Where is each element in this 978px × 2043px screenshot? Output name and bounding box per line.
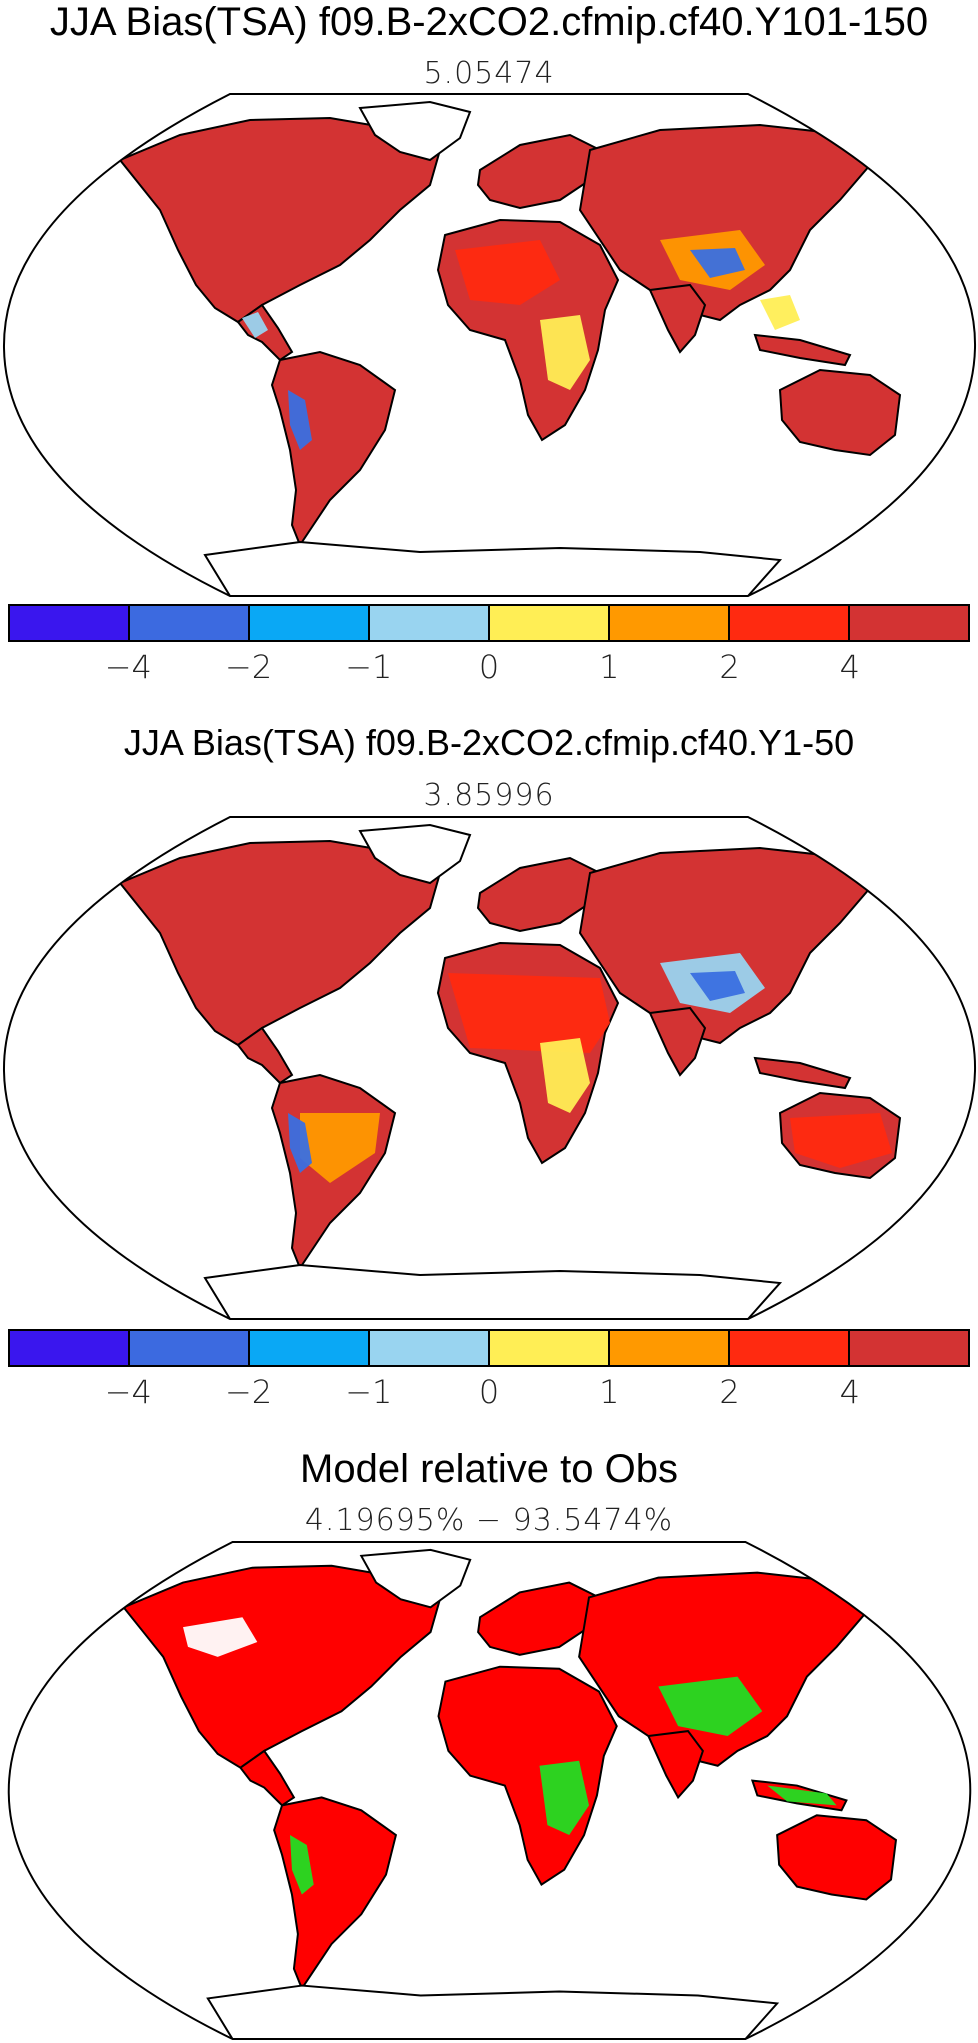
land-greenland xyxy=(358,823,472,885)
land-australia xyxy=(778,368,902,457)
anomaly-patch-west-africa xyxy=(455,240,560,305)
anomaly-patch-tibet xyxy=(658,1676,763,1737)
anomaly-patch-central-africa xyxy=(540,1038,590,1113)
land-asia xyxy=(578,123,872,322)
colorbar-tick-label: 1 xyxy=(599,1373,620,1411)
panel-3-map xyxy=(7,1540,972,2041)
colorbar-tick-label: −4 xyxy=(104,648,152,686)
colorbar-tick-label: −1 xyxy=(345,1373,393,1411)
colorbar-tick-label: 0 xyxy=(478,1373,500,1411)
anomaly-patch-tibet-core xyxy=(690,971,745,1001)
land-india xyxy=(646,1730,704,1800)
colorbar-tick-label: −4 xyxy=(104,1373,152,1411)
anomaly-patch-tibet-core xyxy=(690,248,745,278)
colorbar-swatch xyxy=(130,606,250,640)
anomaly-patch-andes xyxy=(288,1113,312,1173)
colorbar-swatch xyxy=(730,606,850,640)
land-india xyxy=(648,1006,707,1077)
colorbar-swatch xyxy=(490,1331,610,1365)
anomaly-patch-andes xyxy=(288,390,312,450)
land-north-america xyxy=(118,116,442,324)
land-australia xyxy=(776,1814,898,1901)
land-asia xyxy=(578,846,872,1045)
colorbar-tick-label: 0 xyxy=(478,648,500,686)
colorbar-swatch xyxy=(610,1331,730,1365)
land-south-america xyxy=(273,1796,398,1991)
panel-3-subtitle: 4.19695% − 93.5474% xyxy=(304,1503,674,1538)
land-europe xyxy=(476,856,602,933)
colorbar-tick-label: 4 xyxy=(839,1373,860,1411)
colorbar-2-ticks: −4 −2 −1 0 1 2 4 xyxy=(0,1373,978,1417)
colorbar-2 xyxy=(8,1329,970,1367)
panel-3-title: Model relative to Obs xyxy=(300,1447,678,1491)
panel-2-subtitle: 3.85996 xyxy=(423,778,555,813)
colorbar-tick-label: 2 xyxy=(719,1373,740,1411)
colorbar-swatch xyxy=(610,606,730,640)
colorbar-tick-label: 4 xyxy=(839,648,860,686)
land-greenland xyxy=(359,1548,472,1609)
land-greenland xyxy=(358,100,472,162)
anomaly-patch-africa xyxy=(448,973,610,1053)
colorbar-swatch xyxy=(370,606,490,640)
colorbar-tick-label: 1 xyxy=(599,648,620,686)
map-frame xyxy=(2,816,977,1320)
colorbar-swatch xyxy=(490,606,610,640)
land-north-america xyxy=(122,1564,442,1769)
anomaly-patch-central-africa xyxy=(539,1760,590,1836)
colorbar-swatch xyxy=(730,1331,850,1365)
anomaly-patch-se-asia xyxy=(760,295,800,330)
land-africa xyxy=(437,1665,618,1886)
land-antarctica xyxy=(203,540,783,596)
land-antarctica xyxy=(203,1263,783,1319)
land-indonesia xyxy=(753,1056,852,1090)
anomaly-patch-indonesia xyxy=(767,1785,837,1806)
colorbar-tick-label: −1 xyxy=(345,648,393,686)
colorbar-tick-label: 2 xyxy=(719,648,740,686)
panel-1-subtitle: 5.05474 xyxy=(423,56,555,91)
land-central-america xyxy=(236,1026,294,1085)
colorbar-tick-label: −2 xyxy=(224,648,273,686)
anomaly-patch-central-africa xyxy=(540,315,590,390)
colorbar-swatch xyxy=(130,1331,250,1365)
anomaly-patch-central-america xyxy=(242,312,268,338)
anomaly-patch-australia xyxy=(790,1113,892,1168)
land-indonesia xyxy=(753,333,852,367)
panel-1-title: JJA Bias(TSA) f09.B-2xCO2.cfmip.cf40.Y10… xyxy=(49,0,929,44)
colorbar-swatch xyxy=(250,606,370,640)
colorbar-swatch xyxy=(850,1331,968,1365)
land-central-america xyxy=(239,1749,296,1807)
panel-2-title: JJA Bias(TSA) f09.B-2xCO2.cfmip.cf40.Y1-… xyxy=(123,722,855,763)
land-south-america xyxy=(270,350,397,548)
anomaly-patch-canada xyxy=(183,1617,258,1657)
colorbar-swatch xyxy=(370,1331,490,1365)
colorbar-swatch xyxy=(10,1331,130,1365)
colorbar-swatch xyxy=(10,606,130,640)
colorbar-tick-label: −2 xyxy=(224,1373,273,1411)
panel-1-map xyxy=(2,93,977,597)
land-europe xyxy=(477,1581,601,1656)
land-antarctica xyxy=(206,1984,780,2040)
land-north-america xyxy=(118,839,442,1047)
anomaly-patch-south-america xyxy=(300,1113,380,1183)
colorbar-1 xyxy=(8,604,970,642)
land-india xyxy=(648,283,707,354)
colorbar-swatch xyxy=(850,606,968,640)
land-asia xyxy=(578,1571,868,1767)
land-europe xyxy=(476,133,602,210)
colorbar-swatch xyxy=(250,1331,370,1365)
map-frame xyxy=(7,1540,972,2041)
colorbar-1-ticks: −4 −2 −1 0 1 2 4 xyxy=(0,648,978,692)
map-frame xyxy=(2,93,977,597)
panel-2-map xyxy=(2,816,977,1320)
